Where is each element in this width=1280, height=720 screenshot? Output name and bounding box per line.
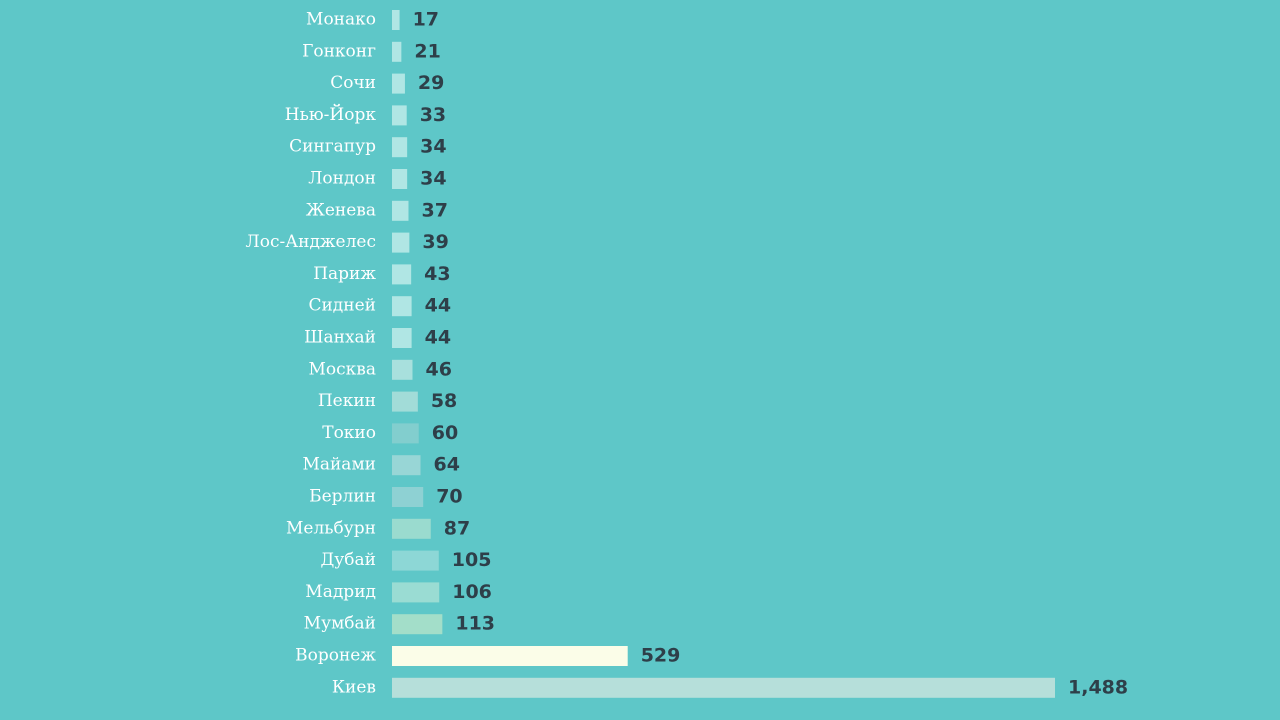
value-label: 43 [424, 263, 450, 285]
value-label: 64 [434, 454, 460, 476]
category-label: Сингапур [289, 137, 376, 157]
category-label: Мельбурн [286, 518, 376, 538]
value-label: 529 [641, 645, 681, 667]
value-label: 44 [425, 327, 451, 349]
bar [392, 359, 413, 380]
bar [392, 487, 424, 507]
bar [392, 582, 440, 603]
value-label: 87 [444, 517, 470, 539]
value-label: 70 [436, 486, 462, 508]
value-label: 46 [425, 358, 451, 380]
value-label: 113 [455, 613, 495, 635]
bar [392, 614, 443, 635]
category-label: Дубай [320, 550, 376, 570]
bar [392, 328, 412, 348]
value-label: 106 [452, 581, 492, 603]
category-label: Майами [302, 455, 376, 475]
bar [392, 391, 418, 412]
bar [392, 105, 407, 126]
category-label: Нью-Йорк [285, 104, 377, 125]
category-label: Берлин [309, 487, 376, 507]
value-label: 34 [420, 136, 446, 158]
value-label: 37 [421, 199, 447, 221]
value-label: 60 [432, 422, 458, 444]
bar [392, 137, 408, 158]
category-label: Лос-Анджелес [246, 232, 376, 252]
value-label: 21 [414, 40, 440, 62]
value-label: 33 [420, 104, 446, 126]
category-label: Париж [313, 264, 376, 284]
bar [392, 646, 628, 666]
bar [392, 264, 412, 285]
bar [392, 677, 1055, 698]
category-label: Мумбай [304, 614, 376, 634]
value-label: 39 [422, 231, 448, 253]
bar [392, 41, 402, 62]
bar [392, 10, 400, 30]
bar [392, 232, 410, 253]
category-label: Сидней [308, 296, 376, 316]
category-label: Шанхай [304, 328, 376, 348]
bar [392, 200, 409, 221]
category-label: Воронеж [295, 646, 376, 666]
value-label: 29 [418, 72, 444, 94]
category-label: Монако [306, 10, 376, 30]
category-label: Гонконг [302, 41, 376, 61]
bar [392, 73, 405, 94]
bar [392, 455, 421, 476]
bar [392, 550, 439, 571]
bar [392, 518, 431, 539]
value-label: 105 [452, 549, 492, 571]
bar [392, 169, 408, 189]
value-label: 1,488 [1068, 676, 1128, 698]
category-label: Токио [322, 423, 376, 443]
value-label: 44 [425, 295, 451, 317]
value-label: 17 [413, 9, 439, 31]
category-label: Мадрид [305, 582, 376, 602]
value-label: 34 [420, 168, 446, 190]
category-label: Москва [309, 359, 377, 379]
category-label: Лондон [308, 169, 376, 189]
bar [392, 296, 412, 317]
category-label: Киев [332, 677, 376, 697]
category-label: Женева [306, 200, 376, 220]
bar [392, 423, 419, 444]
value-label: 58 [431, 390, 457, 412]
category-label: Пекин [318, 391, 376, 411]
category-label: Сочи [330, 73, 376, 93]
